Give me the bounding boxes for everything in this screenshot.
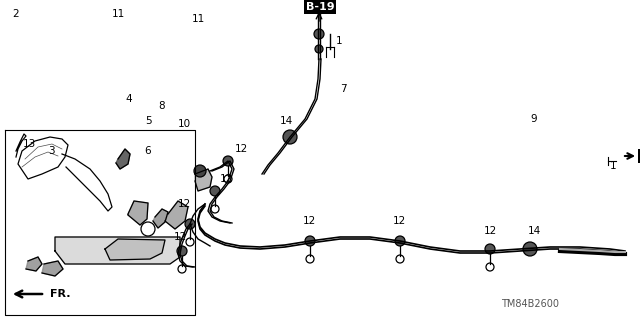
Text: 11: 11: [192, 14, 205, 24]
Circle shape: [283, 130, 297, 144]
Polygon shape: [26, 257, 42, 271]
Text: 1: 1: [610, 161, 616, 171]
Polygon shape: [105, 239, 165, 260]
Circle shape: [315, 45, 323, 53]
Circle shape: [210, 186, 220, 196]
Text: 1: 1: [336, 36, 342, 46]
Text: 12: 12: [235, 144, 248, 154]
Circle shape: [185, 219, 195, 229]
Text: 12: 12: [178, 199, 191, 209]
Polygon shape: [195, 169, 212, 191]
Circle shape: [305, 236, 315, 246]
Polygon shape: [55, 237, 180, 264]
Text: 12: 12: [484, 226, 497, 236]
Text: 2: 2: [12, 9, 19, 19]
Circle shape: [314, 29, 324, 39]
Text: 6: 6: [145, 146, 151, 156]
Text: 12: 12: [174, 232, 188, 242]
Polygon shape: [42, 261, 63, 276]
Text: B-19: B-19: [306, 2, 334, 12]
Circle shape: [223, 156, 233, 166]
Text: 13: 13: [23, 139, 36, 149]
Text: 12: 12: [220, 174, 233, 184]
Text: 14: 14: [528, 226, 541, 236]
Polygon shape: [116, 149, 130, 169]
Text: 5: 5: [145, 116, 152, 126]
Text: 7: 7: [340, 84, 347, 94]
Circle shape: [395, 236, 405, 246]
Text: 4: 4: [125, 94, 132, 104]
Text: TM84B2600: TM84B2600: [501, 299, 559, 309]
Circle shape: [194, 165, 206, 177]
Text: 14: 14: [280, 116, 293, 126]
Circle shape: [177, 246, 187, 256]
Text: 10: 10: [178, 119, 191, 129]
Text: 9: 9: [530, 114, 536, 124]
Text: 3: 3: [48, 146, 54, 156]
Text: FR.: FR.: [50, 289, 70, 299]
Circle shape: [485, 244, 495, 254]
Polygon shape: [165, 201, 188, 229]
Circle shape: [523, 242, 537, 256]
Text: 12: 12: [303, 216, 316, 226]
Text: 8: 8: [158, 101, 164, 111]
Polygon shape: [128, 201, 148, 225]
Polygon shape: [153, 209, 168, 228]
Text: 12: 12: [393, 216, 406, 226]
Text: 11: 11: [111, 9, 125, 19]
